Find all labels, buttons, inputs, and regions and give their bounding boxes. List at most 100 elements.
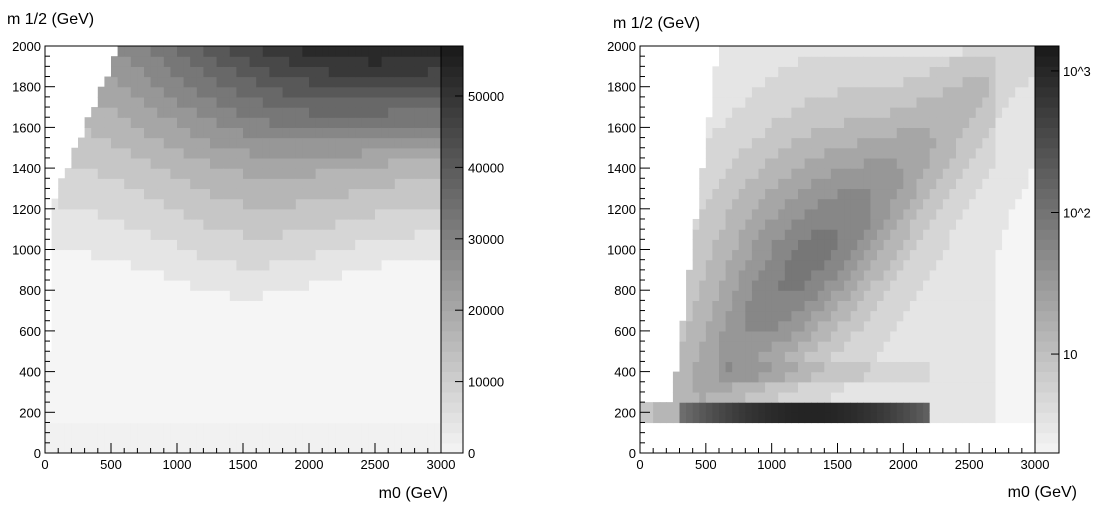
heatmap-cell: [863, 168, 872, 179]
heatmap-cell: [745, 300, 753, 312]
heatmap-cell: [890, 310, 898, 322]
heatmap-cell: [361, 188, 369, 200]
heatmap-cell: [111, 198, 119, 210]
heatmap-cell: [837, 361, 845, 373]
heatmap-cell: [1028, 198, 1036, 210]
heatmap-cell: [923, 107, 931, 118]
heatmap-cell: [295, 280, 303, 291]
heatmap-cell: [923, 178, 931, 190]
heatmap-cell: [844, 391, 852, 403]
heatmap-cell: [328, 412, 336, 424]
colorbar-tick-label: 10^2: [1063, 205, 1091, 220]
heatmap-cell: [328, 381, 336, 393]
heatmap-cell: [276, 300, 284, 312]
heatmap-cell: [71, 330, 79, 342]
heatmap-cell: [78, 300, 86, 312]
heatmap-cell: [699, 402, 707, 413]
heatmap-cell: [111, 86, 119, 98]
heatmap-cell: [203, 127, 211, 139]
heatmap-cell: [236, 259, 244, 271]
heatmap-cell: [45, 402, 53, 413]
heatmap-cell: [817, 402, 825, 413]
heatmap-cell: [71, 239, 79, 251]
heatmap-cell: [909, 137, 918, 149]
heatmap-cell: [236, 117, 244, 128]
x-tick-label: 0: [636, 457, 643, 472]
heatmap-cell: [949, 351, 957, 363]
heatmap-cell: [78, 330, 86, 342]
heatmap-cell: [394, 56, 402, 67]
heatmap-cell: [302, 229, 310, 240]
heatmap-cell: [725, 137, 733, 149]
heatmap-cell: [190, 188, 198, 200]
heatmap-cell: [249, 330, 257, 342]
heatmap-cell: [1015, 188, 1023, 200]
heatmap-cell: [243, 249, 251, 261]
heatmap-cell: [177, 381, 185, 393]
heatmap-cell: [130, 391, 138, 403]
heatmap-cell: [302, 76, 310, 88]
heatmap-cell: [91, 422, 99, 434]
heatmap-cell: [916, 280, 924, 291]
heatmap-cell: [229, 157, 237, 169]
heatmap-cell: [71, 280, 79, 291]
heatmap-cell: [361, 147, 369, 159]
heatmap-cell: [811, 320, 819, 332]
x-tick-label: 2000: [889, 457, 918, 472]
heatmap-cell: [408, 371, 416, 383]
heatmap-cell: [262, 157, 270, 169]
heatmap-cell: [1028, 239, 1036, 251]
heatmap-cell: [427, 361, 435, 373]
heatmap-cell: [850, 290, 858, 301]
heatmap-cell: [844, 341, 852, 352]
heatmap-cell: [104, 361, 112, 373]
heatmap-cell: [51, 361, 59, 373]
heatmap-cell: [771, 320, 779, 332]
heatmap-cell: [203, 56, 211, 67]
y-axis-label: m 1/2 (GeV): [7, 11, 94, 28]
heatmap-cell: [421, 402, 429, 413]
heatmap-cell: [1008, 56, 1016, 67]
heatmap-cell: [229, 46, 237, 57]
y-tick-label: 0: [34, 446, 41, 461]
heatmap-cell: [916, 208, 924, 220]
heatmap-cell: [84, 442, 92, 454]
heatmap-cell: [315, 157, 323, 169]
heatmap-cell: [942, 157, 951, 169]
heatmap-cell: [190, 381, 198, 393]
heatmap-cell: [877, 218, 885, 230]
heatmap-cell: [190, 96, 198, 108]
heatmap-cell: [58, 249, 66, 261]
heatmap-cell: [969, 391, 977, 403]
heatmap-cell: [817, 147, 825, 159]
heatmap-cell: [699, 330, 707, 342]
heatmap-cell: [883, 391, 891, 403]
heatmap-cell: [111, 76, 119, 88]
heatmap-cell: [309, 432, 317, 444]
heatmap-cell: [732, 290, 740, 301]
heatmap-cell: [830, 341, 839, 352]
heatmap-cell: [929, 178, 937, 190]
heatmap-cell: [190, 432, 198, 444]
heatmap-cell: [844, 381, 852, 393]
heatmap-cell: [771, 391, 779, 403]
heatmap-cell: [949, 56, 957, 67]
heatmap-cell: [150, 391, 158, 403]
heatmap-cell: [699, 391, 707, 403]
colorbar-segment: [441, 168, 463, 179]
heatmap-cell: [771, 239, 779, 251]
heatmap-cell: [276, 127, 284, 139]
heatmap-cell: [830, 178, 839, 190]
y-tick-label: 1600: [607, 120, 636, 135]
heatmap-cell: [375, 208, 383, 220]
heatmap-cell: [705, 147, 714, 159]
heatmap-cell: [942, 188, 951, 200]
heatmap-cell: [949, 290, 957, 301]
heatmap-cell: [916, 96, 924, 108]
heatmap-cell: [282, 290, 290, 301]
heatmap-cell: [216, 147, 224, 159]
heatmap-cell: [91, 239, 99, 251]
heatmap-cell: [388, 381, 396, 393]
heatmap-cell: [388, 157, 396, 169]
